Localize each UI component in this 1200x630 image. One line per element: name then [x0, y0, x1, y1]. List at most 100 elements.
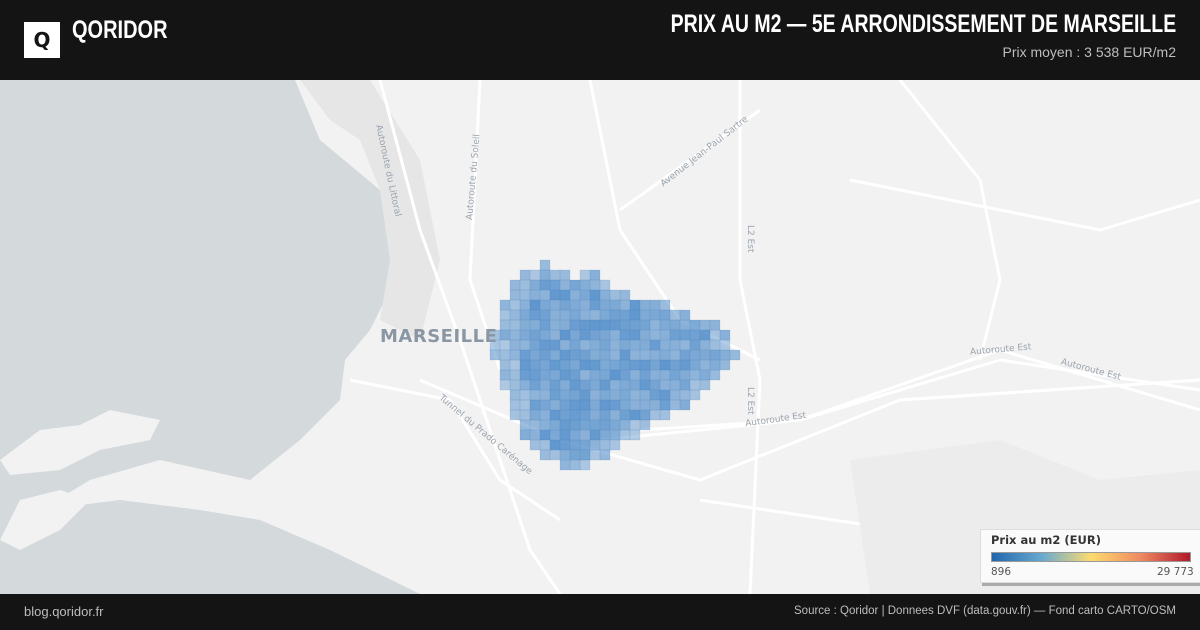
price-cell[interactable]: [579, 379, 591, 391]
price-cell[interactable]: [539, 339, 551, 351]
logo-icon[interactable]: Q: [24, 22, 60, 58]
price-cell[interactable]: [549, 359, 561, 371]
price-cell[interactable]: [689, 359, 701, 371]
price-cell[interactable]: [549, 369, 561, 381]
price-cell[interactable]: [549, 439, 561, 451]
price-cell[interactable]: [649, 399, 661, 411]
price-cell[interactable]: [719, 359, 731, 371]
price-cell[interactable]: [559, 419, 571, 431]
price-cell[interactable]: [699, 369, 711, 381]
price-cell[interactable]: [519, 279, 531, 291]
price-cell[interactable]: [529, 389, 541, 401]
price-cell[interactable]: [639, 419, 651, 431]
price-cell[interactable]: [529, 279, 541, 291]
price-cell[interactable]: [659, 409, 671, 421]
price-cell[interactable]: [509, 319, 521, 331]
price-cell[interactable]: [709, 349, 721, 361]
price-cell[interactable]: [559, 449, 571, 461]
price-cell[interactable]: [549, 409, 561, 421]
price-cell[interactable]: [509, 379, 521, 391]
price-cell[interactable]: [679, 359, 691, 371]
price-cell[interactable]: [549, 349, 561, 361]
price-cell[interactable]: [659, 349, 671, 361]
price-cell[interactable]: [659, 319, 671, 331]
price-cell[interactable]: [659, 369, 671, 381]
price-cell[interactable]: [649, 339, 661, 351]
price-cell[interactable]: [559, 369, 571, 381]
price-cell[interactable]: [609, 379, 621, 391]
price-cell[interactable]: [589, 329, 601, 341]
price-cell[interactable]: [579, 299, 591, 311]
price-cell[interactable]: [609, 409, 621, 421]
price-cell[interactable]: [519, 299, 531, 311]
price-cell[interactable]: [549, 399, 561, 411]
price-cell[interactable]: [599, 369, 611, 381]
price-cell[interactable]: [629, 409, 641, 421]
price-cell[interactable]: [589, 449, 601, 461]
price-cell[interactable]: [659, 389, 671, 401]
price-cell[interactable]: [579, 309, 591, 321]
price-cell[interactable]: [589, 349, 601, 361]
price-cell[interactable]: [559, 269, 571, 281]
price-cell[interactable]: [659, 359, 671, 371]
price-cell[interactable]: [539, 359, 551, 371]
price-cell[interactable]: [559, 359, 571, 371]
price-cell[interactable]: [719, 329, 731, 341]
price-cell[interactable]: [629, 429, 641, 441]
price-cell[interactable]: [599, 309, 611, 321]
price-cell[interactable]: [579, 349, 591, 361]
price-cell[interactable]: [529, 349, 541, 361]
price-cell[interactable]: [679, 309, 691, 321]
price-cell[interactable]: [549, 379, 561, 391]
price-cell[interactable]: [629, 329, 641, 341]
price-cell[interactable]: [639, 379, 651, 391]
price-cell[interactable]: [509, 339, 521, 351]
price-cell[interactable]: [589, 339, 601, 351]
price-cell[interactable]: [599, 289, 611, 301]
price-cell[interactable]: [509, 309, 521, 321]
price-cell[interactable]: [499, 359, 511, 371]
price-cell[interactable]: [529, 379, 541, 391]
price-cell[interactable]: [579, 399, 591, 411]
price-cell[interactable]: [579, 449, 591, 461]
price-cell[interactable]: [689, 319, 701, 331]
price-cell[interactable]: [709, 339, 721, 351]
price-cell[interactable]: [539, 299, 551, 311]
price-cell[interactable]: [639, 299, 651, 311]
price-cell[interactable]: [589, 429, 601, 441]
price-cell[interactable]: [599, 379, 611, 391]
price-cell[interactable]: [539, 329, 551, 341]
price-cell[interactable]: [549, 279, 561, 291]
price-cell[interactable]: [609, 419, 621, 431]
price-cell[interactable]: [539, 349, 551, 361]
price-cell[interactable]: [509, 329, 521, 341]
price-cell[interactable]: [639, 409, 651, 421]
price-cell[interactable]: [559, 459, 571, 471]
price-cell[interactable]: [609, 399, 621, 411]
price-cell[interactable]: [519, 389, 531, 401]
price-cell[interactable]: [559, 439, 571, 451]
price-cell[interactable]: [569, 399, 581, 411]
price-cell[interactable]: [519, 419, 531, 431]
price-cell[interactable]: [589, 319, 601, 331]
price-cell[interactable]: [619, 429, 631, 441]
price-cell[interactable]: [579, 389, 591, 401]
price-cell[interactable]: [639, 389, 651, 401]
price-cell[interactable]: [649, 349, 661, 361]
price-cell[interactable]: [579, 429, 591, 441]
price-cell[interactable]: [629, 419, 641, 431]
brand-name[interactable]: QORIDOR: [72, 16, 168, 44]
price-cell[interactable]: [629, 359, 641, 371]
price-cell[interactable]: [579, 369, 591, 381]
price-cell[interactable]: [629, 379, 641, 391]
price-cell[interactable]: [589, 359, 601, 371]
price-cell[interactable]: [589, 299, 601, 311]
price-cell[interactable]: [559, 279, 571, 291]
price-cell[interactable]: [499, 319, 511, 331]
price-cell[interactable]: [649, 409, 661, 421]
price-cell[interactable]: [619, 329, 631, 341]
price-cell[interactable]: [589, 269, 601, 281]
price-cell[interactable]: [569, 359, 581, 371]
price-cell[interactable]: [639, 359, 651, 371]
price-cell[interactable]: [539, 379, 551, 391]
